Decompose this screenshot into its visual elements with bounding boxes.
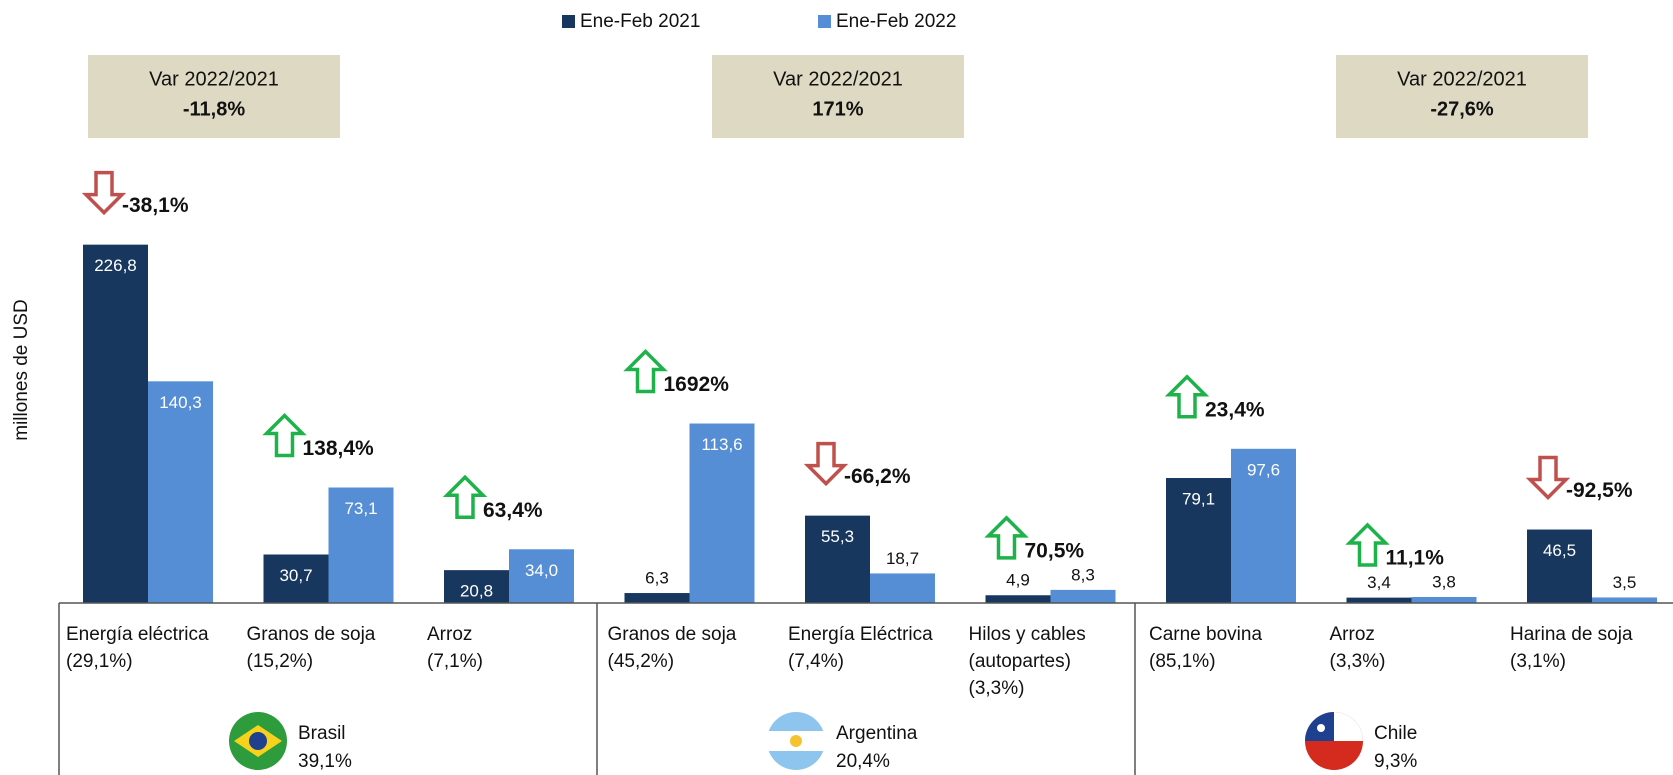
bar [83, 244, 148, 603]
value-label: 113,6 [701, 435, 742, 454]
value-label: 46,5 [1543, 541, 1576, 560]
value-label: 55,3 [821, 527, 854, 546]
variation-value: 171% [812, 98, 863, 120]
category-label: Granos de soja [607, 624, 737, 645]
arrow-up [1164, 374, 1210, 419]
arrow-up [623, 349, 668, 394]
value-label: 6,3 [645, 569, 669, 588]
value-label: 3,8 [1432, 572, 1456, 591]
change-label: 11,1% [1386, 547, 1445, 570]
change-label: -38,1% [122, 194, 189, 217]
bar [1411, 596, 1477, 603]
change-label: -66,2% [844, 465, 911, 488]
variation-value: -27,6% [1430, 98, 1494, 120]
bar [1231, 448, 1296, 603]
category-label: Granos de soja [246, 624, 376, 645]
bar [444, 570, 509, 603]
category-note: (45,2%) [607, 651, 675, 672]
category-label: Harina de soja [1510, 624, 1633, 645]
variation-box [88, 55, 340, 138]
value-label: 34,0 [525, 561, 558, 580]
value-label: 140,3 [159, 393, 202, 412]
category-note: (3,3%) [968, 678, 1025, 699]
category-note: (3,3%) [1329, 651, 1386, 672]
country-share: 39,1% [298, 751, 352, 772]
variation-box [1336, 55, 1588, 138]
bar [624, 593, 690, 603]
variation-box [712, 55, 964, 138]
bar [148, 381, 213, 603]
category-label: Arroz [1329, 624, 1375, 645]
legend-swatch [562, 15, 575, 28]
bar [1166, 478, 1231, 603]
category-note: (3,1%) [1510, 651, 1566, 672]
category-label: Arroz [427, 624, 473, 645]
legend-swatch [818, 15, 831, 28]
bar [328, 487, 394, 603]
value-label: 4,9 [1006, 571, 1030, 590]
value-label: 3,4 [1367, 573, 1391, 592]
y-axis-label: millones de USD [11, 299, 32, 441]
bar [985, 595, 1051, 603]
category-note: (7,1%) [427, 651, 483, 672]
bar [263, 554, 329, 603]
change-label: 23,4% [1205, 398, 1265, 421]
bar [509, 549, 574, 603]
change-label: 63,4% [483, 499, 543, 522]
value-label: 97,6 [1247, 460, 1280, 479]
country-name: Brasil [298, 723, 346, 744]
category-label: Energía eléctrica [66, 624, 209, 645]
value-label: 8,3 [1071, 565, 1095, 584]
category-note: (85,1%) [1149, 651, 1216, 672]
variation-title: Var 2022/2021 [1397, 68, 1527, 90]
value-label: 20,8 [460, 582, 493, 601]
bar [805, 515, 870, 603]
legend-label: Ene-Feb 2021 [580, 11, 700, 32]
change-label: 1692% [664, 373, 730, 396]
value-label: 18,7 [886, 549, 919, 568]
bar [870, 573, 935, 603]
value-label: 30,7 [279, 566, 312, 585]
country-share: 20,4% [836, 751, 890, 772]
legend-label: Ene-Feb 2022 [836, 11, 956, 32]
category-note: (15,2%) [246, 651, 314, 672]
arrow-up [984, 515, 1029, 560]
change-label: 70,5% [1025, 539, 1085, 562]
country-share: 9,3% [1374, 751, 1417, 772]
value-label: 73,1 [344, 499, 377, 518]
arrow-up [1345, 522, 1390, 567]
category-label: Hilos y cables (autopartes) [968, 624, 1086, 672]
flag-part [1317, 724, 1325, 732]
category-note: (7,4%) [788, 651, 844, 672]
value-label: 79,1 [1182, 490, 1215, 509]
category-label: Energía Eléctrica [788, 624, 933, 645]
change-label: 138,4% [303, 437, 375, 460]
variation-title: Var 2022/2021 [149, 68, 279, 90]
value-label: 3,5 [1613, 573, 1637, 592]
bar [1050, 589, 1116, 603]
category-label: Carne bovina [1149, 624, 1263, 645]
arrow-up [442, 474, 488, 520]
bar [1592, 597, 1657, 603]
value-label: 226,8 [94, 256, 137, 275]
bar [1346, 597, 1412, 603]
variation-title: Var 2022/2021 [773, 68, 903, 90]
arrow-down [803, 441, 849, 487]
flag-part [249, 732, 267, 750]
country-name: Chile [1374, 723, 1417, 744]
change-label: -92,5% [1566, 479, 1633, 502]
variation-value: -11,8% [183, 98, 245, 120]
flag-part [790, 735, 802, 747]
category-note: (29,1%) [66, 651, 133, 672]
arrow-down [81, 170, 127, 216]
country-name: Argentina [836, 723, 918, 744]
arrow-down [1525, 455, 1571, 501]
bar [1527, 529, 1592, 603]
arrow-up [262, 413, 307, 458]
bar [689, 423, 755, 603]
